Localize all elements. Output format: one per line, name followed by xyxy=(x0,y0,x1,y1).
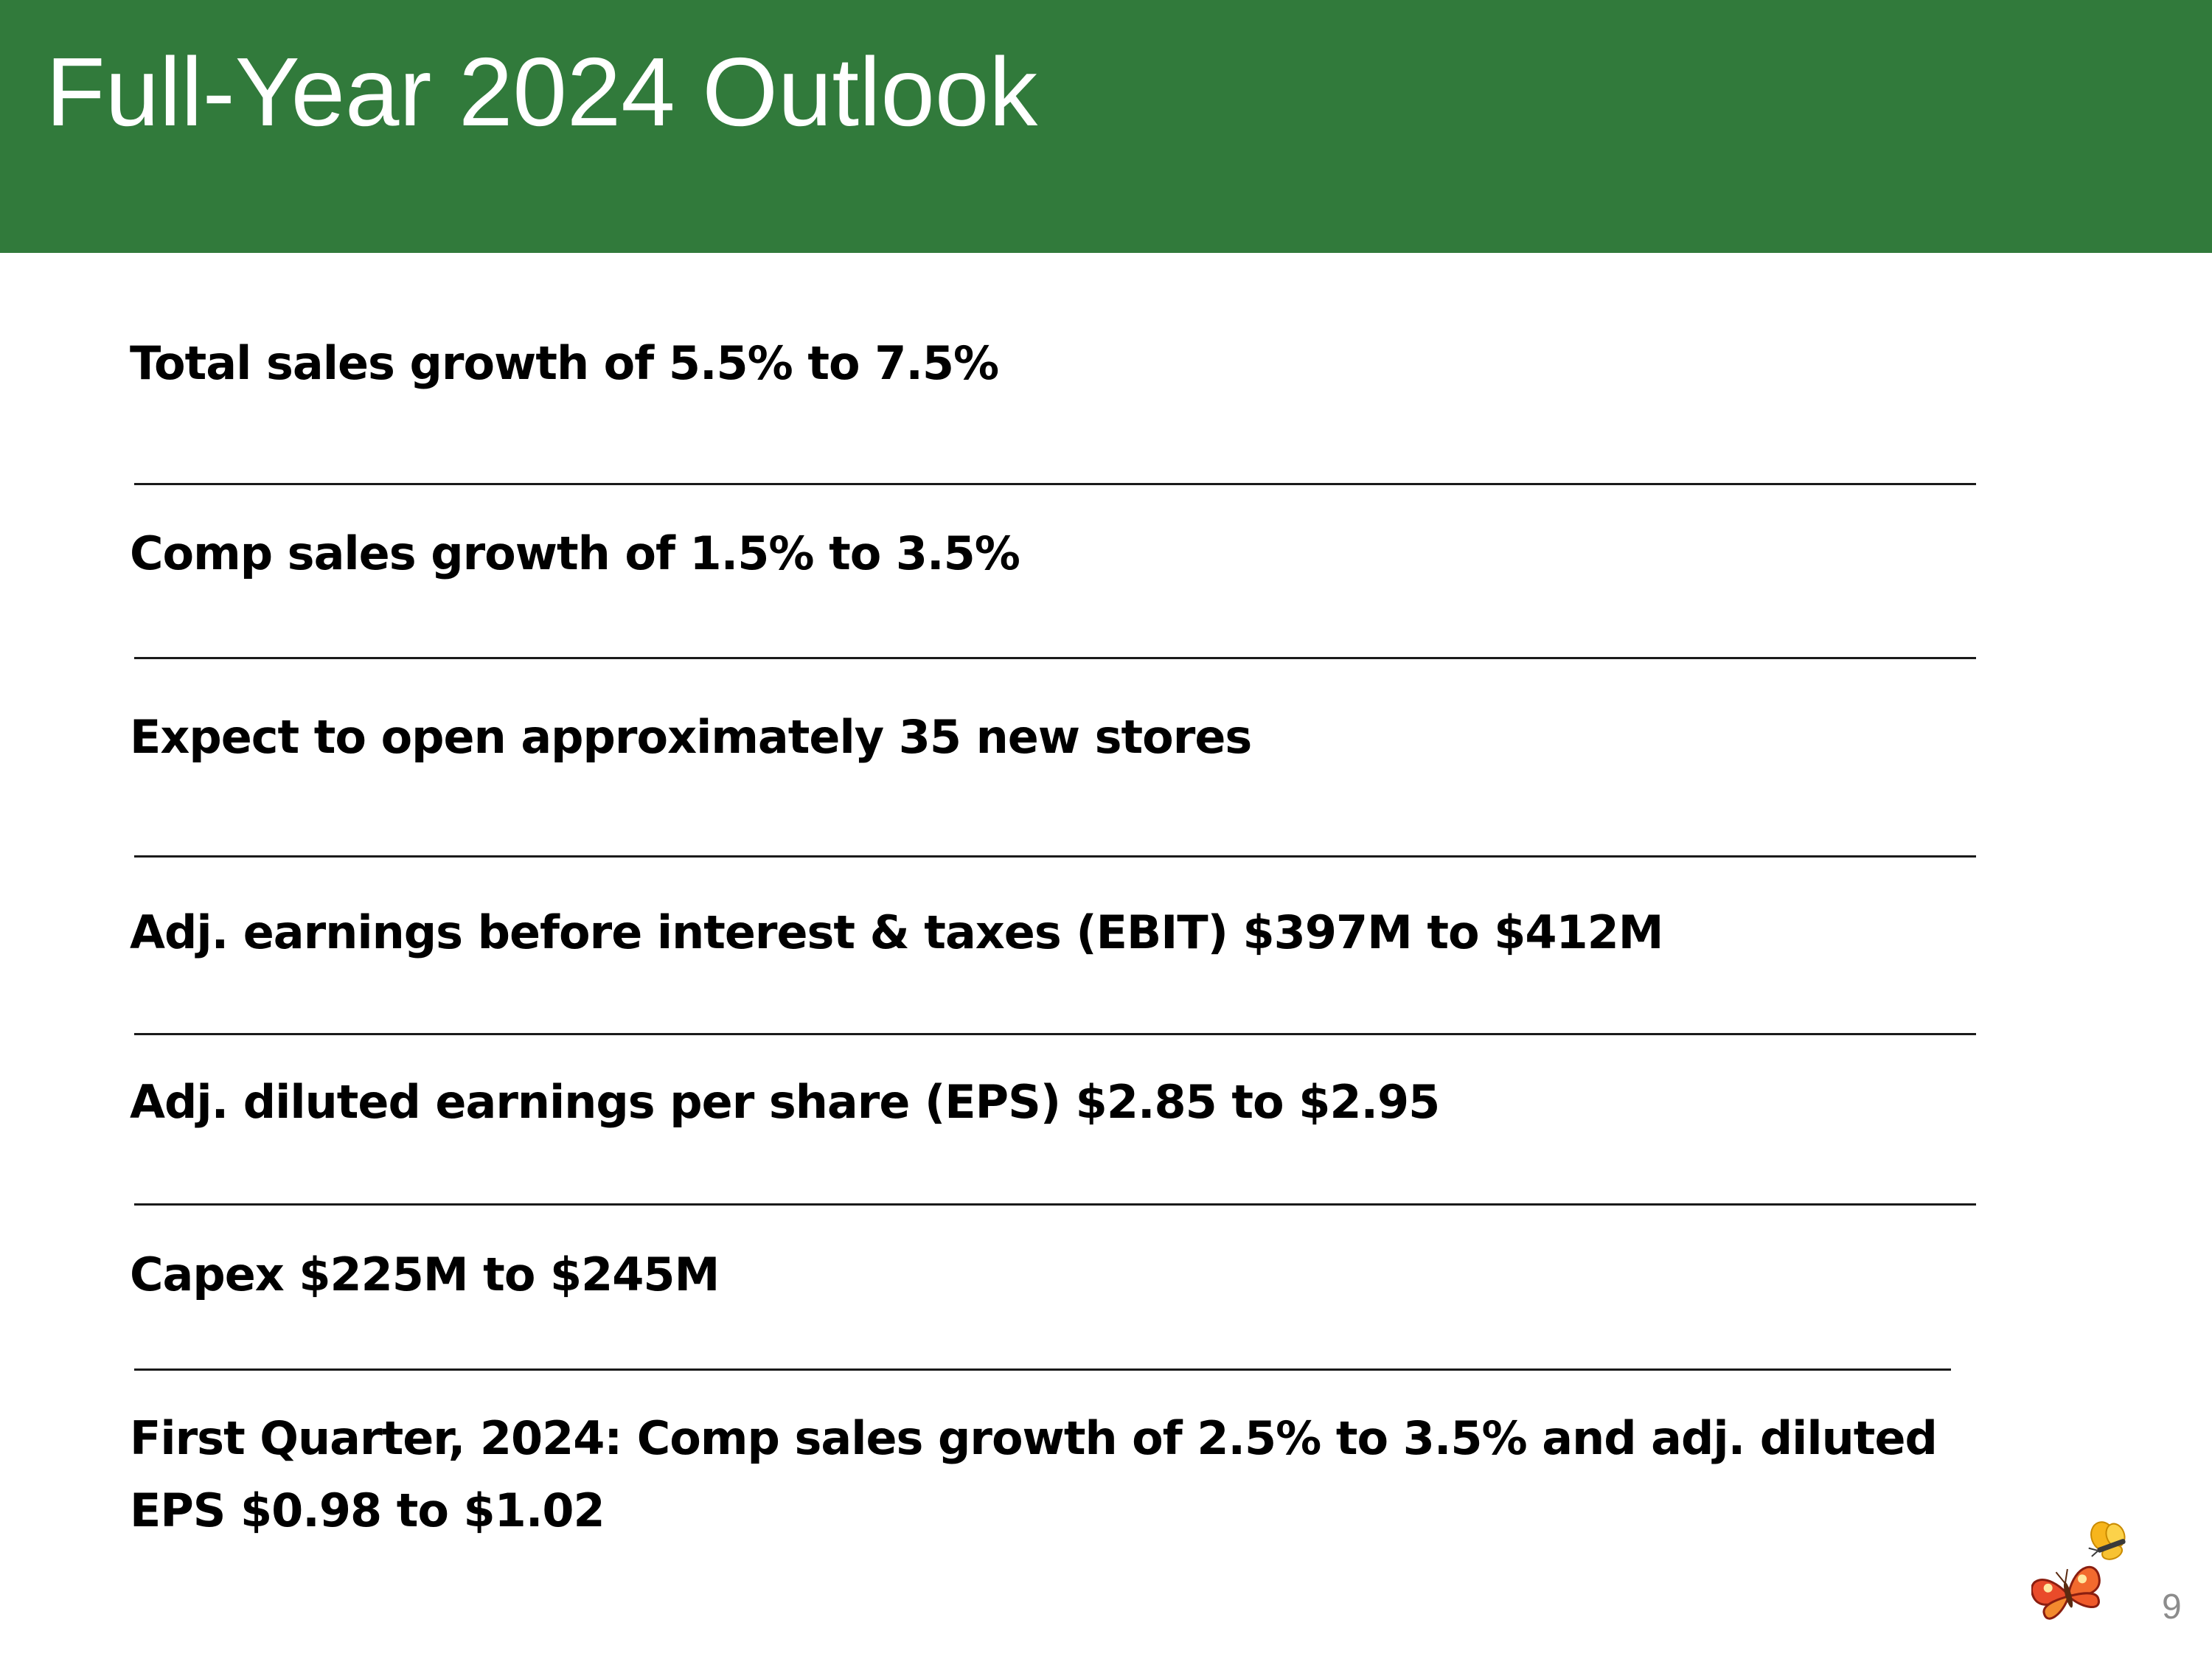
outlook-item-new-stores: Expect to open approximately 35 new stor… xyxy=(130,710,1252,764)
page-number: 9 xyxy=(2162,1587,2182,1627)
divider xyxy=(134,1203,1976,1206)
butterfly-logo-icon xyxy=(2031,1521,2126,1620)
divider xyxy=(134,1368,1951,1371)
divider xyxy=(134,855,1976,858)
outlook-item-first-quarter: First Quarter, 2024: Comp sales growth o… xyxy=(130,1411,1938,1537)
outlook-item-total-sales: Total sales growth of 5.5% to 7.5% xyxy=(130,336,999,390)
divider xyxy=(134,1033,1976,1035)
outlook-item-comp-sales: Comp sales growth of 1.5% to 3.5% xyxy=(130,526,1020,580)
divider xyxy=(134,657,1976,659)
outlook-item-capex: Capex $225M to $245M xyxy=(130,1248,720,1301)
divider xyxy=(134,483,1976,485)
title-bar: Full-Year 2024 Outlook xyxy=(0,0,2212,253)
slide-title: Full-Year 2024 Outlook xyxy=(46,38,1038,146)
outlook-item-eps: Adj. diluted earnings per share (EPS) $2… xyxy=(130,1075,1440,1129)
outlook-item-ebit: Adj. earnings before interest & taxes (E… xyxy=(130,905,1663,959)
